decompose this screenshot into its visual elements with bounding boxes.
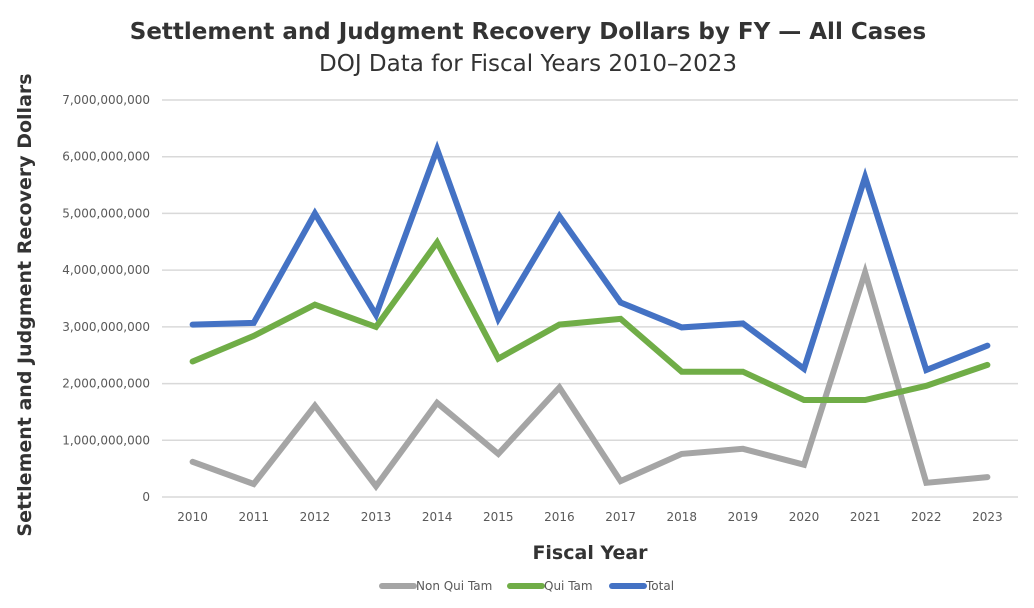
- y-tick-label: 2,000,000,000: [62, 377, 150, 391]
- y-tick-label: 3,000,000,000: [62, 320, 150, 334]
- x-tick-label: 2020: [789, 510, 820, 524]
- x-tick-label: 2013: [361, 510, 392, 524]
- x-tick-label: 2012: [300, 510, 331, 524]
- chart-subtitle: DOJ Data for Fiscal Years 2010–2023: [319, 51, 737, 77]
- y-tick-label: 4,000,000,000: [62, 263, 150, 277]
- series-line-total: [189, 140, 991, 374]
- series-lines: [189, 140, 991, 492]
- x-axis-ticks: 2010 2011 2012 2013 2014 2015 2016 2017 2018 2019…: [177, 510, 1002, 524]
- x-tick-label: 2015: [483, 510, 514, 524]
- y-axis-ticks: 0 1,000,000,000 2,000,000,000 3,000,000,000…: [62, 93, 150, 504]
- x-axis-title: Fiscal Year: [532, 542, 648, 564]
- chart-title: Settlement and Judgment Recovery Dollars…: [130, 19, 926, 45]
- x-tick-label: 2019: [728, 510, 759, 524]
- legend-label: Qui Tam: [544, 579, 593, 593]
- gridlines: [162, 99, 1018, 498]
- y-tick-label: 6,000,000,000: [62, 150, 150, 164]
- y-tick-label: 1,000,000,000: [62, 433, 150, 447]
- x-tick-label: 2014: [422, 510, 453, 524]
- series-line-non-qui-tam: [189, 262, 991, 492]
- series-line-qui-tam: [189, 236, 991, 403]
- x-tick-label: 2010: [177, 510, 208, 524]
- x-tick-label: 2021: [850, 510, 881, 524]
- x-tick-label: 2023: [972, 510, 1003, 524]
- x-tick-label: 2022: [911, 510, 942, 524]
- x-tick-label: 2018: [666, 510, 697, 524]
- legend-label: Non Qui Tam: [416, 579, 492, 593]
- x-tick-label: 2011: [238, 510, 269, 524]
- y-axis-title: Settlement and Judgment Recovery Dollars: [14, 73, 36, 536]
- y-tick-label: 0: [142, 490, 150, 504]
- y-tick-label: 7,000,000,000: [62, 93, 150, 107]
- x-tick-label: 2016: [544, 510, 575, 524]
- legend-label: Total: [645, 579, 674, 593]
- legend: Non Qui Tam Qui Tam Total: [379, 579, 674, 593]
- x-tick-label: 2017: [605, 510, 636, 524]
- y-tick-label: 5,000,000,000: [62, 206, 150, 220]
